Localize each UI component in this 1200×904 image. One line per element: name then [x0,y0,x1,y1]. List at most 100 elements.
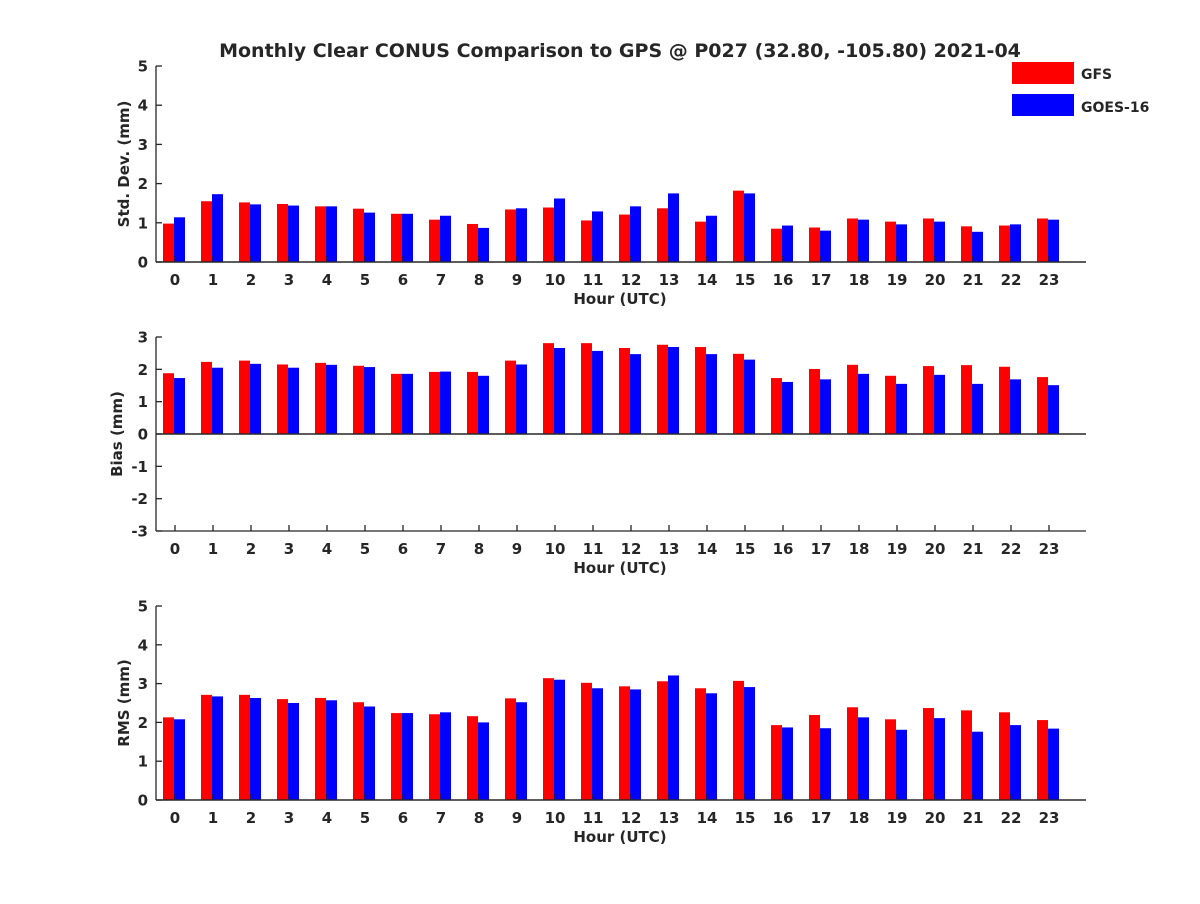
x-tick-label: 22 [1001,809,1022,827]
bar-goes16-17 [820,728,831,800]
bar-gfs-23 [1037,377,1048,434]
bar-goes16-10 [554,679,565,800]
x-tick-label: 23 [1039,540,1060,558]
bar-gfs-22 [999,366,1010,434]
x-axis-label: Hour (UTC) [573,828,666,846]
bar-goes16-20 [934,374,945,434]
bar-goes16-3 [288,367,299,434]
bar-goes16-17 [820,230,831,262]
y-tick-label: 2 [138,361,148,379]
bar-gfs-12 [619,347,630,434]
bar-goes16-12 [630,689,641,800]
y-axis-label: RMS (mm) [115,659,133,746]
bar-goes16-2 [250,363,261,434]
bar-gfs-1 [201,201,212,262]
x-tick-label: 12 [621,271,642,289]
bar-gfs-16 [771,228,782,262]
y-tick-label: 0 [138,792,148,810]
bar-gfs-18 [847,364,858,434]
bar-goes16-9 [516,364,527,434]
x-tick-label: 21 [963,271,984,289]
x-tick-label: 9 [512,540,522,558]
x-tick-label: 13 [659,809,680,827]
x-tick-label: 6 [398,540,408,558]
bar-gfs-21 [961,226,972,262]
x-tick-label: 3 [284,809,294,827]
bar-goes16-11 [592,688,603,800]
x-axis-label: Hour (UTC) [573,559,666,577]
x-tick-label: 2 [246,540,256,558]
bar-gfs-13 [657,208,668,262]
x-tick-label: 1 [208,271,218,289]
bar-goes16-19 [896,224,907,262]
bar-goes16-21 [972,231,983,262]
bar-gfs-15 [733,680,744,800]
x-tick-label: 14 [697,271,718,289]
bar-goes16-7 [440,712,451,800]
bar-gfs-6 [391,713,402,800]
x-tick-label: 6 [398,809,408,827]
bar-goes16-8 [478,227,489,262]
bar-goes16-2 [250,204,261,262]
x-axis-label: Hour (UTC) [573,290,666,308]
x-tick-label: 22 [1001,271,1022,289]
y-tick-label: 1 [138,393,148,411]
bar-gfs-6 [391,213,402,262]
bar-gfs-1 [201,694,212,800]
bar-goes16-6 [402,213,413,262]
x-tick-label: 3 [284,271,294,289]
bar-goes16-18 [858,219,869,262]
y-tick-label: 3 [138,675,148,693]
x-tick-label: 3 [284,540,294,558]
y-axis-label: Bias (mm) [108,391,126,477]
bar-goes16-1 [212,696,223,800]
legend-swatch-goes16 [1012,94,1074,116]
y-tick-label: 3 [138,329,148,347]
x-tick-label: 20 [925,809,946,827]
bar-gfs-9 [505,698,516,800]
bar-gfs-22 [999,712,1010,800]
bar-gfs-15 [733,190,744,262]
bar-goes16-7 [440,215,451,262]
x-tick-label: 9 [512,809,522,827]
bar-goes16-17 [820,379,831,434]
bar-gfs-2 [239,360,250,434]
y-tick-label: 2 [138,714,148,732]
legend: GFS GOES-16 [1012,62,1149,116]
bar-goes16-15 [744,193,755,262]
x-tick-label: 4 [322,271,332,289]
bar-goes16-16 [782,225,793,262]
bar-gfs-14 [695,221,706,262]
bar-gfs-17 [809,715,820,800]
bar-gfs-8 [467,716,478,800]
x-tick-label: 11 [583,540,604,558]
bar-gfs-21 [961,365,972,434]
bar-gfs-14 [695,347,706,434]
bar-goes16-16 [782,381,793,434]
bar-goes16-5 [364,212,375,262]
x-tick-label: 16 [773,809,794,827]
legend-label-goes16: GOES-16 [1081,100,1149,116]
bar-goes16-15 [744,687,755,800]
bar-gfs-1 [201,361,212,434]
bar-gfs-12 [619,686,630,800]
bar-goes16-4 [326,206,337,262]
bar-gfs-3 [277,203,288,262]
bar-gfs-23 [1037,218,1048,262]
bar-gfs-6 [391,373,402,434]
bar-gfs-8 [467,371,478,434]
x-tick-label: 0 [170,809,180,827]
bar-gfs-10 [543,343,554,434]
bar-gfs-7 [429,371,440,434]
x-tick-label: 18 [849,271,870,289]
bar-gfs-10 [543,207,554,262]
bar-goes16-20 [934,221,945,262]
bar-gfs-9 [505,360,516,434]
x-tick-label: 12 [621,809,642,827]
bar-gfs-3 [277,364,288,434]
x-tick-label: 11 [583,809,604,827]
bar-gfs-22 [999,225,1010,262]
